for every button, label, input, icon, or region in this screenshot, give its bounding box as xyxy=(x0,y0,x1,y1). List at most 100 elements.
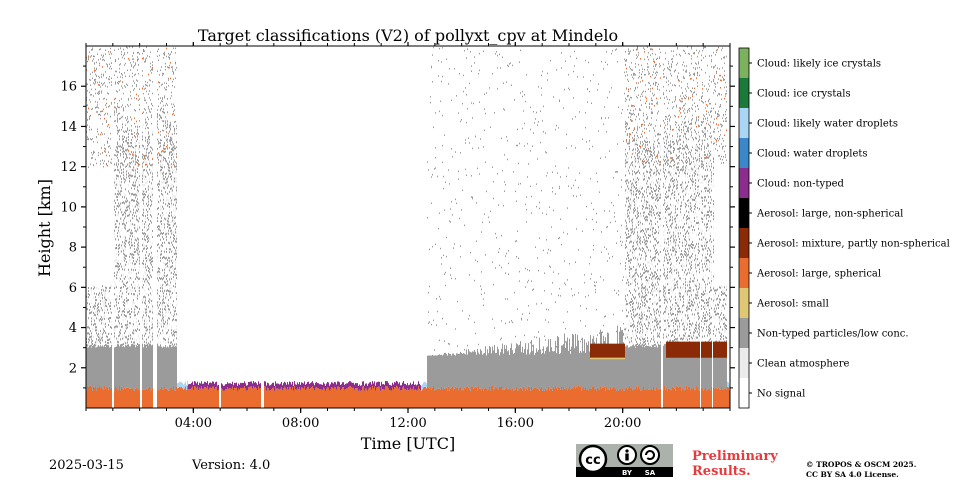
profile-column xyxy=(680,54,681,408)
profile-column xyxy=(249,381,250,408)
profile-column xyxy=(498,204,499,408)
profile-column xyxy=(264,381,265,408)
profile-column xyxy=(625,51,626,408)
profile-column xyxy=(546,152,547,408)
profile-column xyxy=(567,207,568,408)
profile-column xyxy=(305,384,306,408)
profile-column xyxy=(547,72,548,408)
profile-column xyxy=(555,128,556,408)
profile-column xyxy=(551,226,552,408)
profile-column xyxy=(628,48,629,408)
profile-column xyxy=(634,72,635,408)
profile-column xyxy=(554,350,555,408)
preliminary-line-2: Results. xyxy=(692,464,751,479)
y-tick-label: 10 xyxy=(60,200,77,215)
profile-column xyxy=(562,345,563,408)
profile-column xyxy=(188,384,189,408)
profile-column xyxy=(677,46,678,408)
profile-column xyxy=(357,383,358,408)
profile-column xyxy=(533,110,534,408)
profile-column xyxy=(607,63,608,408)
cc-sa-label: SA xyxy=(645,469,656,477)
profile-column xyxy=(238,383,239,408)
profile-column xyxy=(429,248,430,408)
legend-swatch xyxy=(739,318,749,348)
profile-column xyxy=(211,383,212,408)
profile-column xyxy=(131,64,132,408)
profile-column xyxy=(216,381,217,408)
profile-column xyxy=(592,145,593,408)
profile-column xyxy=(234,382,235,408)
profile-column xyxy=(660,51,661,408)
profile-column xyxy=(300,384,301,408)
profile-column xyxy=(144,50,145,408)
profile-column xyxy=(314,385,315,408)
profile-column xyxy=(421,385,422,408)
profile-column xyxy=(431,65,432,408)
profile-column xyxy=(288,384,289,408)
profile-column xyxy=(280,383,281,408)
profile-column xyxy=(588,61,589,408)
profile-column xyxy=(339,382,340,408)
profile-column xyxy=(194,381,195,408)
profile-column xyxy=(191,382,192,408)
profile-column xyxy=(464,49,465,408)
profile-column xyxy=(268,383,269,408)
profile-column xyxy=(544,272,545,408)
profile-column xyxy=(393,384,394,408)
profile-column xyxy=(573,70,574,408)
profile-column xyxy=(434,168,435,408)
profile-column xyxy=(183,384,184,408)
profile-column xyxy=(246,385,247,408)
profile-column xyxy=(198,384,199,408)
profile-column xyxy=(151,68,152,408)
x-tick-label: 08:00 xyxy=(282,416,319,431)
profile-column xyxy=(515,190,516,408)
profile-column xyxy=(407,383,408,408)
profile-column xyxy=(368,383,369,408)
profile-column xyxy=(652,48,653,408)
profile-column xyxy=(631,62,632,408)
legend-swatch xyxy=(739,48,749,78)
profile-column xyxy=(106,63,107,408)
profile-column xyxy=(236,382,237,408)
profile-column xyxy=(370,382,371,408)
profile-column xyxy=(527,142,528,408)
profile-column xyxy=(386,381,387,408)
profile-column xyxy=(182,383,183,408)
profile-column xyxy=(467,48,468,408)
profile-column xyxy=(226,384,227,408)
profile-column xyxy=(432,54,433,408)
profile-column xyxy=(590,79,591,408)
profile-column xyxy=(448,83,449,408)
profile-column xyxy=(266,385,267,408)
profile-column xyxy=(457,300,458,408)
profile-column xyxy=(626,58,627,408)
profile-column xyxy=(387,381,388,408)
y-tick-label: 4 xyxy=(69,321,77,336)
y-tick-label: 2 xyxy=(69,361,77,376)
profile-column xyxy=(176,67,177,408)
profile-column xyxy=(444,134,445,408)
profile-column xyxy=(599,191,600,408)
profile-column xyxy=(705,46,706,408)
profile-column xyxy=(316,382,317,408)
profile-column xyxy=(283,383,284,408)
profile-column xyxy=(692,87,693,408)
profile-column xyxy=(474,56,475,408)
profile-column xyxy=(645,73,646,408)
profile-column xyxy=(501,137,502,408)
profile-column xyxy=(338,381,339,408)
profile-column xyxy=(127,47,128,408)
profile-column xyxy=(635,63,636,408)
profile-column xyxy=(470,51,471,408)
profile-column xyxy=(277,383,278,408)
profile-column xyxy=(561,52,562,408)
profile-column xyxy=(122,56,123,408)
profile-column xyxy=(642,68,643,408)
profile-column xyxy=(366,383,367,408)
profile-column xyxy=(560,176,561,408)
profile-column xyxy=(609,91,610,408)
profile-column xyxy=(476,202,477,408)
profile-column xyxy=(615,49,616,408)
